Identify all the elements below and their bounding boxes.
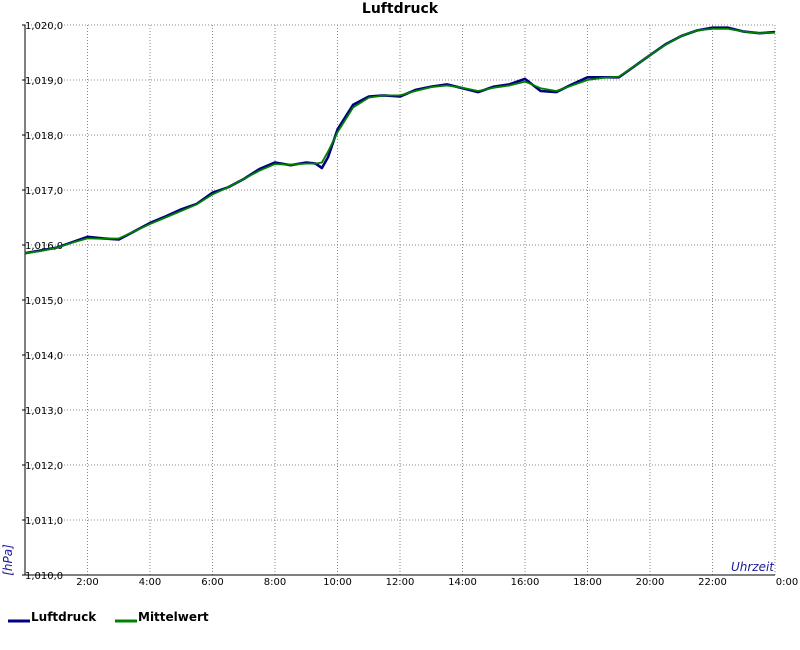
x-tick-label: 10:00 (323, 577, 352, 588)
legend: Luftdruck Mittelwert (8, 610, 209, 624)
x-tick-label: 20:00 (636, 577, 665, 588)
y-tick-label: 1,013,0 (25, 406, 63, 417)
x-tick-label: 6:00 (201, 577, 223, 588)
y-tick-label: 1,012,0 (25, 461, 63, 472)
y-tick-label: 1,011,0 (25, 516, 63, 527)
x-tick-label: 18:00 (573, 577, 602, 588)
y-axis-ticks: 1,010,0 1,011,0 1,012,0 1,013,0 1,014,0 1,015… (25, 21, 63, 582)
grid-lines (22, 24, 776, 576)
y-tick-label: 1,018,0 (25, 131, 63, 142)
y-tick-label: 1,017,0 (25, 186, 63, 197)
legend-label-luftdruck: Luftdruck (31, 610, 97, 624)
x-tick-label: 16:00 (511, 577, 540, 588)
y-tick-label: 1,019,0 (25, 76, 63, 87)
y-tick-label: 1,016,0 (25, 241, 63, 252)
x-tick-label: 8:00 (264, 577, 286, 588)
x-axis-label: Uhrzeit (731, 560, 775, 574)
x-tick-label: 4:00 (139, 577, 161, 588)
y-tick-label: 1,015,0 (25, 296, 63, 307)
x-tick-label: 22:00 (698, 577, 727, 588)
series-line-mittelwert (24, 27, 776, 255)
x-tick-label: 2:00 (76, 577, 98, 588)
y-tick-label: 1,014,0 (25, 351, 63, 362)
legend-label-mittelwert: Mittelwert (138, 610, 209, 624)
y-axis-label: [hPa] (1, 544, 15, 576)
x-axis-ticks: 2:00 4:00 6:00 8:00 10:00 12:00 14:00 16:00 18:0… (76, 577, 798, 588)
series-layer (24, 26, 776, 255)
x-tick-label: 14:00 (448, 577, 477, 588)
chart-title: Luftdruck (362, 1, 439, 17)
y-tick-label: 1,020,0 (25, 21, 63, 32)
x-tick-label: 12:00 (386, 577, 415, 588)
x-tick-label: 0:00 (776, 577, 798, 588)
y-tick-label: 1,010,0 (25, 571, 63, 582)
